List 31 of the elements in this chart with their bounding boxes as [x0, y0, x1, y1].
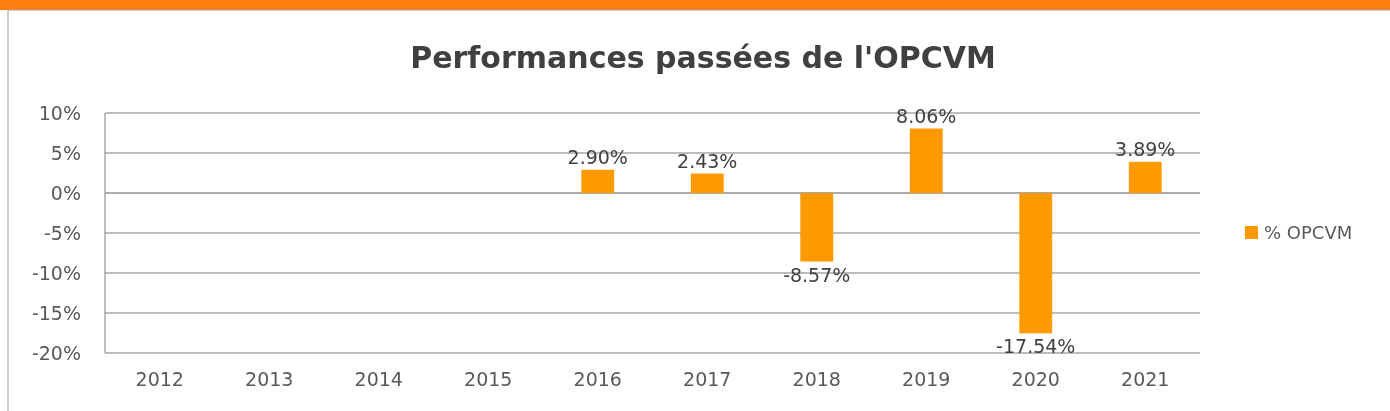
- x-tick-label: 2014: [354, 368, 403, 391]
- y-tick-label: -5%: [44, 221, 81, 244]
- bar: [1128, 161, 1162, 193]
- x-tick-label: 2019: [902, 368, 951, 391]
- y-tick-label: -10%: [31, 261, 81, 284]
- data-label: -17.54%: [996, 335, 1076, 358]
- y-tick-label: -15%: [31, 301, 81, 324]
- bar: [690, 173, 724, 193]
- x-tick-label: 2020: [1011, 368, 1060, 391]
- bar: [1019, 193, 1053, 334]
- x-tick-label: 2018: [792, 368, 841, 391]
- y-tick-label: 0%: [50, 181, 81, 204]
- data-label: 8.06%: [896, 104, 957, 127]
- chart-title: Performances passées de l'OPCVM: [410, 40, 996, 75]
- x-tick-label: 2013: [245, 368, 294, 391]
- x-tick-label: 2012: [135, 368, 184, 391]
- data-label: 2.90%: [567, 145, 628, 168]
- y-tick-label: -20%: [31, 341, 81, 364]
- y-tick-label: 10%: [38, 101, 81, 124]
- bar: [581, 169, 615, 193]
- data-label: 3.89%: [1115, 137, 1176, 160]
- x-tick-label: 2017: [683, 368, 732, 391]
- x-tick-label: 2021: [1121, 368, 1170, 391]
- bar: [800, 193, 834, 262]
- bar: [909, 128, 943, 193]
- x-tick-label: 2016: [573, 368, 622, 391]
- x-tick-label: 2015: [464, 368, 513, 391]
- y-tick-label: 5%: [50, 141, 81, 164]
- data-label: -8.57%: [783, 263, 851, 286]
- data-label: 2.43%: [677, 149, 738, 172]
- legend-label: % OPCVM: [1264, 222, 1353, 244]
